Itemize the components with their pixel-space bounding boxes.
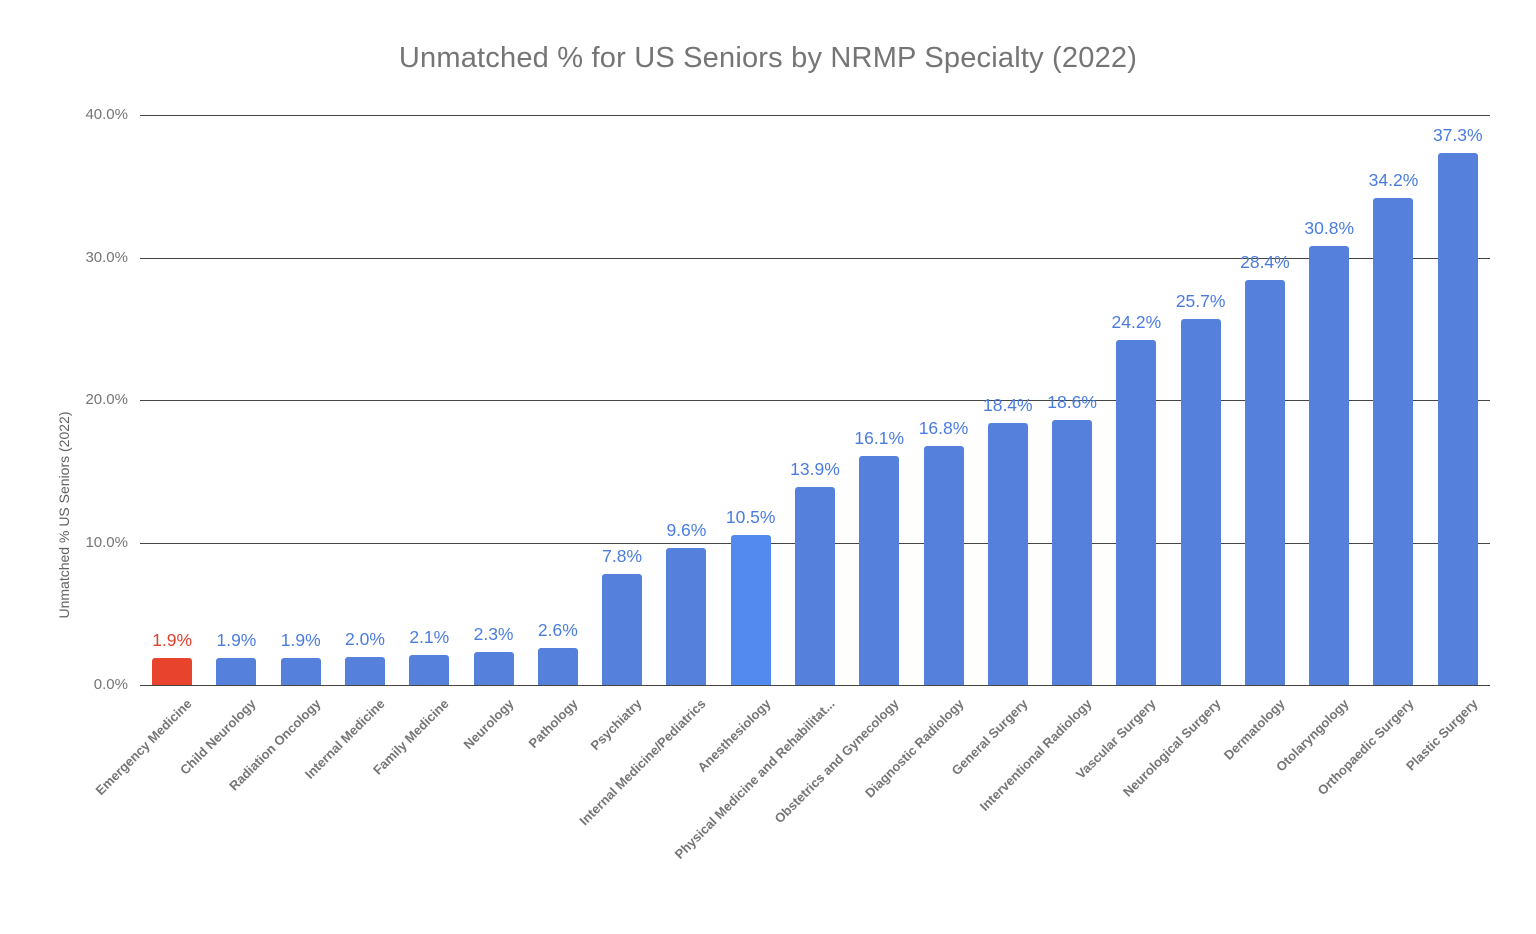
x-axis-label: Pathology: [525, 696, 581, 752]
bar[interactable]: [987, 422, 1028, 685]
bar-value-label: 18.4%: [982, 394, 1033, 415]
bar-value-label: 9.6%: [666, 520, 707, 541]
bar-slot: 16.1%: [847, 115, 911, 685]
bar-slot: 2.6%: [526, 115, 590, 685]
y-axis-tick-label: 0.0%: [93, 676, 128, 693]
bar[interactable]: [1052, 419, 1093, 685]
bar-slot: 30.8%: [1297, 115, 1361, 685]
bar-slot: 18.6%: [1040, 115, 1104, 685]
bar-value-label: 24.2%: [1111, 312, 1162, 333]
bar-slot: 1.9%: [269, 115, 333, 685]
x-axis-label: Interventional Radiology: [976, 696, 1095, 814]
gridline: [140, 257, 1490, 259]
plot-area: 1.9% 1.9% 1.9% 2.0% 2.1% 2.3% 2.6% 7.8% 9.6% 10.5…: [140, 115, 1490, 686]
bar[interactable]: [409, 655, 450, 685]
bar-slot: 1.9%: [140, 115, 204, 685]
bar[interactable]: [216, 657, 257, 685]
bar-value-label: 2.0%: [345, 628, 385, 649]
bar[interactable]: [280, 657, 321, 685]
bar-slot: 9.6%: [654, 115, 718, 685]
bar-slot: 10.5%: [719, 115, 783, 685]
gridline: [140, 115, 1490, 116]
bar-value-label: 25.7%: [1175, 290, 1226, 311]
bar-value-label: 2.3%: [473, 624, 514, 645]
bar-value-label: 1.9%: [216, 629, 257, 650]
bar-slot: 13.9%: [783, 115, 847, 685]
gridline: [140, 400, 1490, 401]
bar-value-label: 2.6%: [537, 619, 578, 640]
bar-value-label: 18.6%: [1047, 391, 1097, 412]
bar[interactable]: [1373, 197, 1414, 685]
bar-slot: 2.0%: [333, 115, 397, 685]
bar[interactable]: [923, 445, 964, 685]
x-axis-label: Obstetrics and Gynecology: [771, 696, 902, 827]
bar[interactable]: [1116, 340, 1157, 685]
bar[interactable]: [794, 486, 835, 685]
bar-slot: 7.8%: [590, 115, 654, 685]
bar-value-label: 37.3%: [1432, 125, 1483, 146]
bar-slot: 16.8%: [911, 115, 975, 685]
bar-slot: 2.3%: [461, 115, 525, 685]
gridline: [140, 685, 1490, 686]
bar-slot: 18.4%: [976, 115, 1040, 685]
x-axis-label: Neurology: [460, 696, 517, 753]
bar-slot: 24.2%: [1104, 115, 1168, 685]
bar[interactable]: [1180, 318, 1221, 685]
bar-value-label: 1.9%: [280, 629, 321, 650]
bar[interactable]: [1309, 246, 1350, 685]
bar-slot: 37.3%: [1426, 115, 1490, 685]
bar[interactable]: [473, 652, 514, 685]
bar[interactable]: [344, 656, 385, 685]
bar-value-label: 2.1%: [409, 627, 450, 648]
y-axis-title: Unmatched % US Seniors (2022): [56, 411, 72, 619]
bar-value-label: 30.8%: [1304, 218, 1355, 239]
bar-value-label: 16.8%: [918, 417, 969, 438]
bar-slot: 25.7%: [1169, 115, 1233, 685]
x-axis-label: Psychiatry: [587, 696, 645, 754]
x-axis-label: Dermatology: [1220, 696, 1288, 763]
bar-value-label: 16.1%: [854, 427, 905, 448]
x-axis-labels: Emergency Medicine Child Neurology Radiati…: [93, 686, 1490, 934]
bar-value-label: 28.4%: [1240, 252, 1290, 273]
bar[interactable]: [152, 657, 193, 685]
bar-value-label: 10.5%: [725, 507, 776, 528]
bar[interactable]: [537, 647, 578, 685]
bar-value-label: 1.9%: [152, 629, 193, 650]
bar-slot: 34.2%: [1361, 115, 1425, 685]
bar-slot: 28.4%: [1233, 115, 1297, 685]
bar[interactable]: [602, 573, 643, 685]
bar[interactable]: [730, 535, 771, 685]
y-axis-tick-label: 10.0%: [85, 533, 128, 551]
bar[interactable]: [1437, 153, 1478, 685]
bar-value-label: 7.8%: [602, 545, 643, 566]
bar-slot: 1.9%: [204, 115, 268, 685]
bar-value-label: 13.9%: [790, 458, 840, 479]
bar[interactable]: [859, 455, 900, 685]
bar-value-label: 34.2%: [1368, 169, 1419, 190]
x-axis-label: Emergency Medicine: [92, 696, 195, 799]
bar[interactable]: [666, 548, 707, 685]
y-axis-tick-label: 30.0%: [85, 248, 128, 266]
y-axis-tick-label: 20.0%: [85, 391, 128, 408]
y-axis-tick-label: 40.0%: [85, 106, 128, 123]
x-axis-label: Internal Medicine/Pediatrics: [576, 696, 710, 829]
bar-series: 1.9% 1.9% 1.9% 2.0% 2.1% 2.3% 2.6% 7.8% 9.6% 10.5…: [140, 115, 1490, 685]
chart-title: Unmatched % for US Seniors by NRMP Speci…: [398, 42, 1138, 74]
bar[interactable]: [1244, 280, 1285, 685]
bar-slot: 2.1%: [397, 115, 461, 685]
